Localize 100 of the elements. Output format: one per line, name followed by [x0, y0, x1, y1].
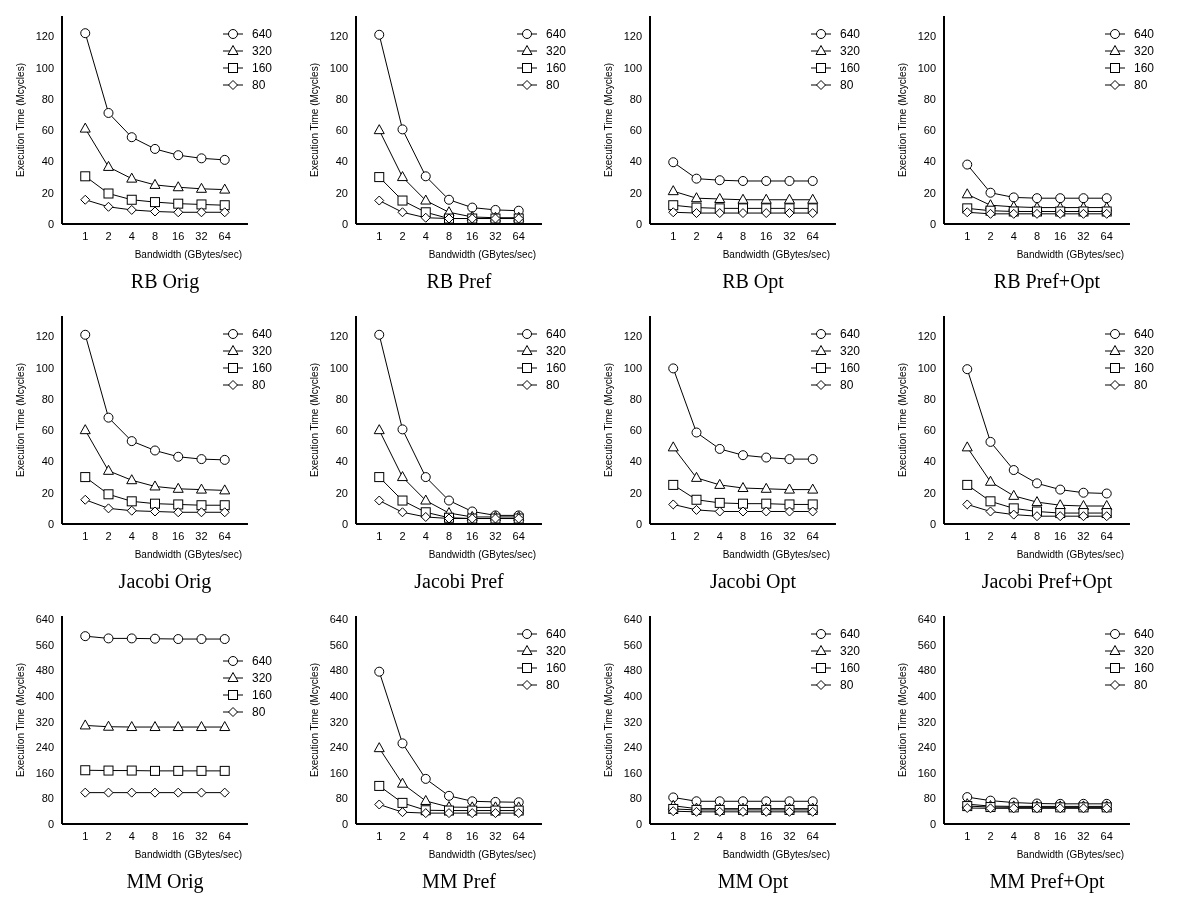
legend-label: 80	[1133, 677, 1148, 693]
x-tick-label: 2	[693, 529, 700, 542]
y-tick-label: 80	[629, 792, 642, 805]
y-tick-label: 100	[329, 61, 348, 74]
x-axis-title: Bandwidth (GBytes/sec)	[428, 249, 536, 260]
x-tick-label: 4	[1010, 829, 1017, 842]
y-tick-label: 640	[623, 613, 642, 626]
legend-label: 80	[545, 377, 560, 393]
x-tick-label: 16	[1054, 229, 1067, 242]
x-tick-label: 16	[172, 529, 185, 542]
legend-label: 80	[1133, 377, 1148, 393]
y-tick-label: 80	[923, 92, 936, 105]
y-tick-label: 320	[917, 715, 936, 728]
y-tick-label: 0	[47, 517, 54, 530]
legend-label: 320	[1133, 643, 1154, 659]
x-tick-label: 1	[670, 229, 677, 242]
y-tick-label: 60	[335, 424, 348, 437]
y-tick-label: 100	[623, 361, 642, 374]
x-tick-label: 64	[512, 529, 525, 542]
x-tick-label: 4	[422, 229, 429, 242]
y-tick-label: 0	[929, 817, 936, 830]
y-axis-title: Execution Time (Mcycles)	[896, 663, 908, 777]
y-axis-title: Execution Time (Mcycles)	[308, 663, 320, 777]
x-axis-title: Bandwidth (GBytes/sec)	[1016, 249, 1124, 260]
x-tick-label: 16	[466, 829, 479, 842]
y-tick-label: 120	[917, 330, 936, 343]
y-tick-label: 0	[47, 217, 54, 230]
y-tick-label: 640	[917, 613, 936, 626]
x-tick-label: 32	[1077, 829, 1090, 842]
y-tick-label: 560	[917, 638, 936, 651]
legend-label: 640	[251, 26, 272, 42]
x-tick-label: 64	[806, 529, 819, 542]
y-tick-label: 560	[623, 638, 642, 651]
x-tick-label: 2	[987, 829, 994, 842]
x-tick-label: 1	[670, 529, 677, 542]
y-tick-label: 120	[329, 30, 348, 43]
y-tick-label: 120	[623, 330, 642, 343]
x-tick-label: 16	[760, 829, 773, 842]
legend-label: 160	[1133, 360, 1154, 376]
x-tick-label: 1	[376, 229, 383, 242]
x-tick-label: 1	[670, 829, 677, 842]
y-tick-label: 160	[623, 766, 642, 779]
x-tick-label: 64	[218, 829, 231, 842]
legend-label: 160	[251, 60, 272, 76]
y-tick-label: 60	[923, 124, 936, 137]
text: Jacobi Pref	[413, 569, 505, 594]
x-tick-label: 2	[693, 229, 700, 242]
y-axis-title: Execution Time (Mcycles)	[896, 363, 908, 477]
y-tick-label: 0	[341, 817, 348, 830]
x-tick-label: 32	[783, 229, 796, 242]
y-tick-label: 400	[623, 689, 642, 702]
x-tick-label: 16	[466, 529, 479, 542]
y-axis-title: Execution Time (Mcycles)	[308, 363, 320, 477]
x-tick-label: 8	[739, 529, 747, 542]
x-tick-label: 2	[105, 829, 112, 842]
x-tick-label: 16	[760, 529, 773, 542]
legend-label: 640	[1133, 326, 1154, 342]
x-tick-label: 16	[172, 829, 185, 842]
y-tick-label: 60	[629, 424, 642, 437]
x-axis-title: Bandwidth (GBytes/sec)	[134, 849, 242, 860]
y-tick-label: 0	[635, 517, 642, 530]
y-tick-label: 60	[923, 424, 936, 437]
y-tick-label: 40	[41, 155, 54, 168]
legend-label: 640	[251, 653, 272, 670]
y-tick-label: 0	[929, 217, 936, 230]
y-tick-label: 20	[629, 486, 642, 499]
legend-label: 80	[839, 677, 854, 693]
legend-label: 160	[1133, 60, 1154, 76]
legend-label: 80	[251, 377, 266, 393]
x-tick-label: 16	[1054, 829, 1067, 842]
x-tick-label: 64	[1100, 829, 1113, 842]
x-tick-label: 64	[1100, 229, 1113, 242]
x-tick-label: 1	[964, 229, 971, 242]
x-tick-label: 8	[1033, 829, 1041, 842]
y-tick-label: 80	[629, 92, 642, 105]
legend-label: 320	[251, 43, 272, 59]
legend-label: 80	[545, 677, 560, 693]
text: RB Pref+Opt	[992, 269, 1102, 295]
legend-label: 160	[545, 360, 566, 376]
x-tick-label: 32	[195, 829, 208, 842]
text: MM Opt	[716, 869, 790, 895]
legend-label: 640	[1133, 26, 1154, 42]
x-tick-label: 4	[1010, 529, 1017, 542]
x-tick-label: 64	[218, 529, 231, 542]
x-tick-label: 1	[964, 829, 971, 842]
y-tick-label: 80	[923, 392, 936, 405]
x-tick-label: 1	[82, 829, 89, 842]
x-tick-label: 2	[105, 229, 112, 242]
x-tick-label: 32	[783, 529, 796, 542]
y-tick-label: 480	[917, 664, 936, 677]
y-tick-label: 60	[41, 124, 54, 137]
x-tick-label: 32	[489, 229, 502, 242]
y-tick-label: 20	[335, 186, 348, 199]
y-tick-label: 560	[35, 638, 54, 651]
x-tick-label: 1	[376, 529, 383, 542]
y-tick-label: 120	[35, 330, 54, 343]
x-tick-label: 8	[1033, 529, 1041, 542]
x-tick-label: 2	[987, 229, 994, 242]
x-tick-label: 64	[806, 229, 819, 242]
y-axis-title: Execution Time (Mcycles)	[14, 663, 26, 777]
